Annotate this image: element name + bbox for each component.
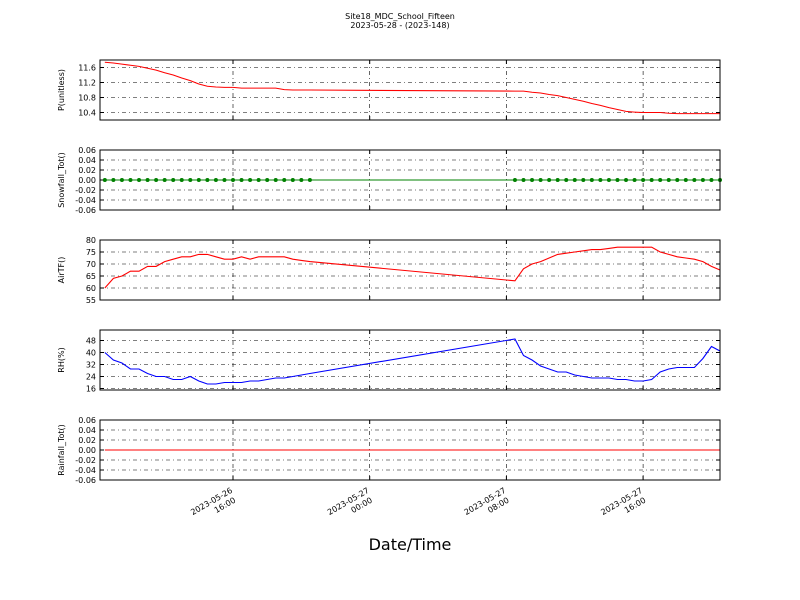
y-tick-label: 0.04 [78,156,96,165]
y-tick-label: 40 [86,349,96,358]
plot-frame [99,239,721,301]
marker [641,178,646,182]
y-tick-label: 10.4 [78,109,96,118]
y-tick-label: -0.04 [75,466,96,475]
marker [658,178,663,182]
marker [248,178,253,182]
plot-frame [99,419,721,481]
y-tick-label: -0.04 [75,196,96,205]
marker [606,178,611,182]
y-tick-label: 11.2 [78,79,96,88]
subtitle: 2023-05-28 - (2023-148) [350,21,449,30]
marker [624,178,629,182]
marker [581,178,586,182]
marker [555,178,560,182]
marker [137,178,142,182]
marker [700,178,705,182]
marker [188,178,193,182]
marker [589,178,594,182]
y-axis-label: P(unitless) [57,69,66,111]
y-tick-label: 10.8 [78,94,96,103]
marker [521,178,526,182]
marker [265,178,270,182]
y-tick-label: 0.02 [78,436,96,445]
y-tick-label: 0.00 [78,176,96,185]
y-tick-label: 0.04 [78,426,96,435]
marker [145,178,150,182]
marker [119,178,124,182]
y-tick-label: 70 [86,260,96,269]
plot-frame [99,149,721,211]
y-tick-label: 65 [86,272,96,281]
y-axis-label: Rainfall_Tot() [57,424,66,476]
marker [564,178,569,182]
marker [273,178,278,182]
y-tick-label: 0.00 [78,446,96,455]
y-tick-label: 24 [86,373,96,382]
marker [307,178,312,182]
y-tick-label: 60 [86,284,96,293]
y-tick-label: 55 [86,296,96,305]
marker [171,178,176,182]
marker [230,178,235,182]
y-tick-label: -0.06 [75,476,96,485]
marker [290,178,295,182]
y-tick-label: -0.06 [75,206,96,215]
line [104,338,721,385]
marker [598,178,603,182]
marker [128,178,133,182]
marker [205,178,210,182]
y-tick-label: 0.06 [78,146,96,155]
marker [179,178,184,182]
y-tick-label: 32 [86,361,96,370]
marker [572,178,577,182]
line [104,61,720,115]
y-axis-label: RH(%) [57,347,66,372]
marker [196,178,201,182]
title: Site18_MDC_School_Fifteen [345,12,455,21]
marker [222,178,227,182]
marker [530,178,535,182]
y-tick-label: -0.02 [75,456,96,465]
y-tick-label: 16 [86,385,96,394]
marker [512,178,517,182]
marker [675,178,680,182]
marker [256,178,261,182]
plot-frame [99,59,721,121]
y-tick-label: 75 [86,248,96,257]
marker [162,178,167,182]
marker [547,178,552,182]
y-axis-label: Snowfall_Tot() [57,152,66,208]
marker [666,178,671,182]
marker [649,178,654,182]
y-tick-label: 80 [86,236,96,245]
marker [692,178,697,182]
marker [213,178,218,182]
y-tick-label: 11.6 [78,64,96,73]
marker [102,178,107,182]
marker [154,178,159,182]
marker [538,178,543,182]
marker [683,178,688,182]
marker [709,178,714,182]
marker [299,178,304,182]
y-tick-label: 0.06 [78,416,96,425]
y-tick-label: 48 [86,337,96,346]
y-axis-label: AirTF() [57,257,66,284]
y-tick-label: -0.02 [75,186,96,195]
marker [632,178,637,182]
x-axis-label: Date/Time [369,535,452,554]
plot-frame [99,329,721,391]
marker [239,178,244,182]
y-tick-label: 0.02 [78,166,96,175]
line [104,246,721,289]
marker [282,178,287,182]
marker [615,178,620,182]
marker [111,178,116,182]
